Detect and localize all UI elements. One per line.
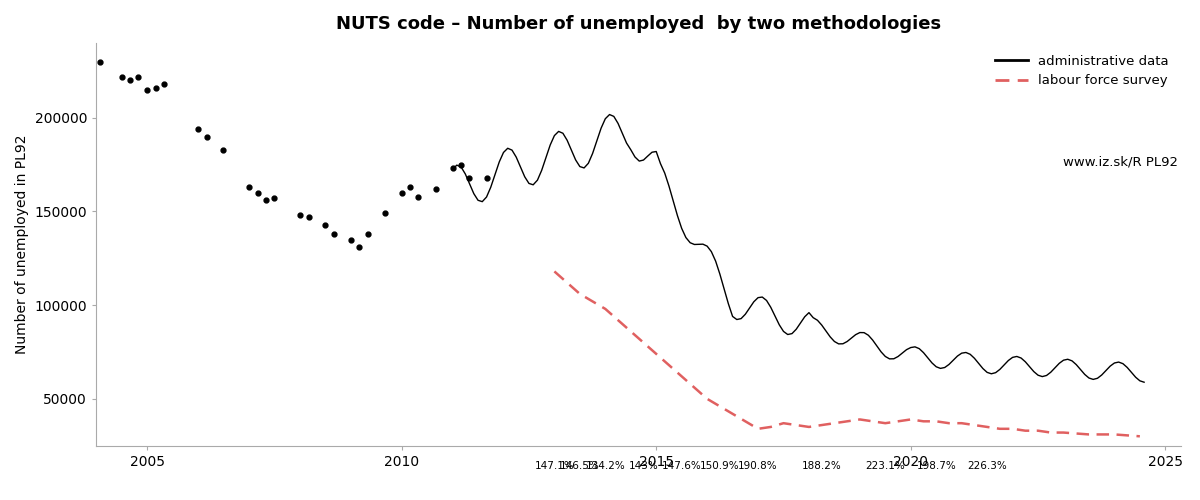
- Y-axis label: Number of unemployed in PL92: Number of unemployed in PL92: [14, 134, 29, 354]
- Text: 188.2%: 188.2%: [802, 460, 841, 470]
- Text: 147.1%: 147.1%: [534, 460, 575, 470]
- Text: 147.6%: 147.6%: [662, 460, 702, 470]
- Legend: administrative data, labour force survey: administrative data, labour force survey: [989, 50, 1174, 92]
- Title: NUTS code – Number of unemployed  by two methodologies: NUTS code – Number of unemployed by two …: [336, 15, 941, 33]
- Text: 134.2%: 134.2%: [586, 460, 625, 470]
- Text: 190.8%: 190.8%: [738, 460, 778, 470]
- Text: 146.5%: 146.5%: [560, 460, 600, 470]
- Text: 143%: 143%: [629, 460, 659, 470]
- Text: 223.1%: 223.1%: [865, 460, 905, 470]
- Text: www.iz.sk/R PL92: www.iz.sk/R PL92: [1063, 156, 1178, 168]
- Text: 226.3%: 226.3%: [967, 460, 1007, 470]
- Text: 150.9%: 150.9%: [700, 460, 739, 470]
- Text: 198.7%: 198.7%: [917, 460, 956, 470]
